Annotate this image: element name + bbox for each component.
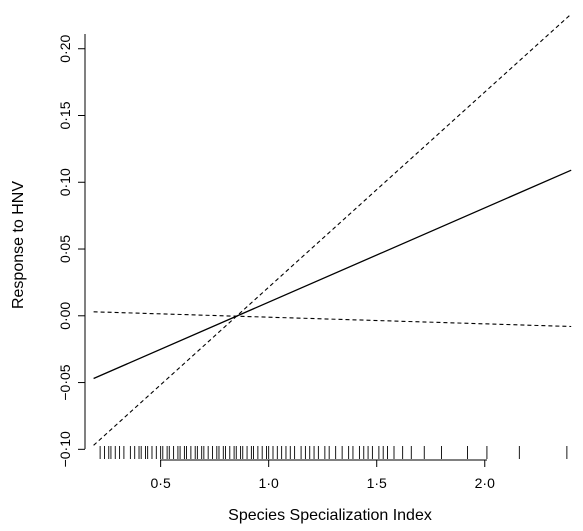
x-ticks: 0·5 1·0 1·5 2·0: [151, 460, 495, 491]
x-tick-label: 1·5: [367, 475, 387, 491]
axes: [84, 34, 487, 461]
y-tick-label: 0·10: [57, 168, 73, 196]
confidence-line: [93, 311, 572, 328]
y-tick-label: 0·20: [57, 35, 73, 63]
y-axis-title: Response to HNV: [10, 181, 27, 309]
y-tick-label: −0·05: [57, 364, 73, 400]
series: [93, 13, 572, 446]
y-tick-label: 0·00: [57, 302, 73, 330]
confidence-line: [93, 13, 572, 446]
y-tick-label: 0·05: [57, 235, 73, 263]
x-tick-label: 1·0: [259, 475, 279, 491]
fit-line: [93, 169, 572, 380]
x-tick-label: 2·0: [475, 475, 495, 491]
y-tick-label: 0·15: [57, 101, 73, 129]
rug: [99, 446, 568, 459]
x-axis-title: Species Specialization Index: [228, 507, 432, 524]
y-tick-label: −0·10: [57, 431, 73, 467]
y-ticks: −0·10 −0·05 0·00 0·05 0·10 0·15 0·20: [57, 35, 85, 467]
x-tick-label: 0·5: [151, 475, 171, 491]
